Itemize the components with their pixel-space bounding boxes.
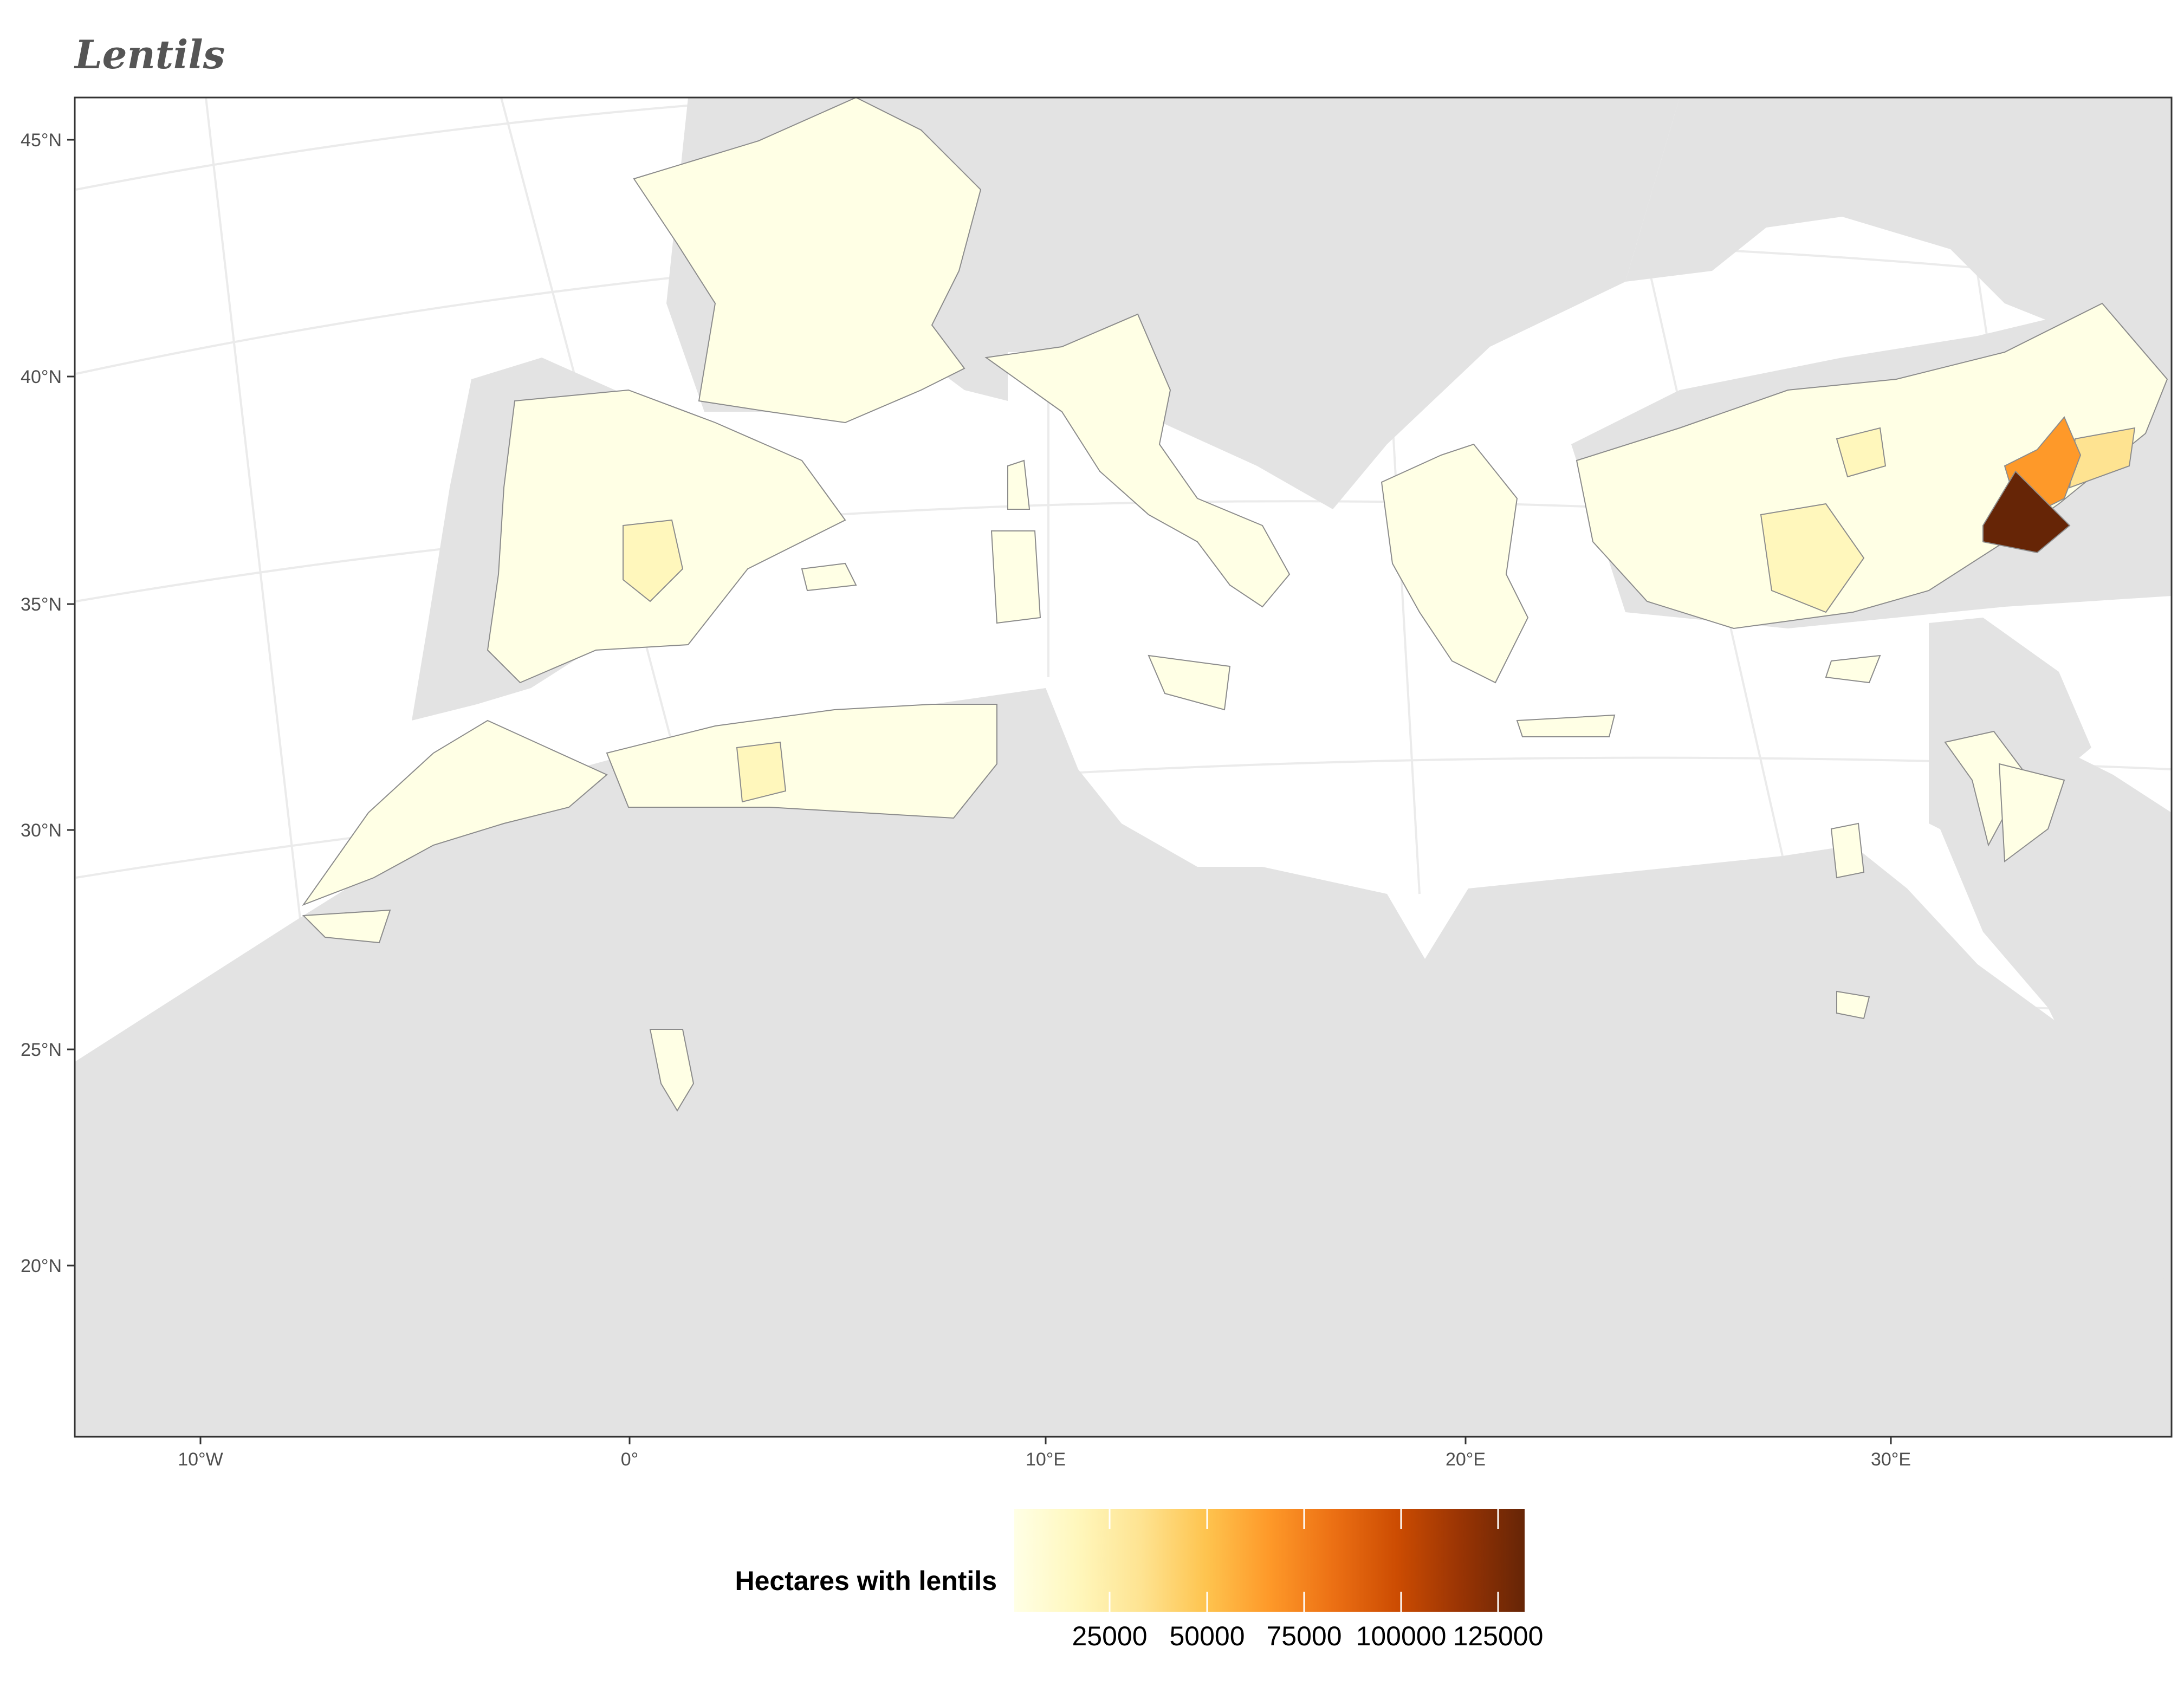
levant-land	[1929, 618, 2091, 845]
map-panel-border	[74, 96, 2173, 1438]
region-sardinia	[990, 530, 1041, 624]
x-tick-label: 30°E	[1871, 1449, 1911, 1470]
arabia-land	[1929, 737, 2172, 1300]
legend-tick-label: 25000	[1072, 1621, 1147, 1651]
region-corsica	[1007, 459, 1031, 510]
region-balkans-greece	[1381, 443, 1529, 684]
region-sicily	[1148, 654, 1231, 711]
y-axis: 45°N 40°N 35°N 30°N 25°N 20°N	[21, 130, 75, 1276]
legend: Hectares with lentils 25000 50000 75000 …	[735, 1509, 1544, 1651]
region-polygons-high	[623, 416, 2136, 803]
region-algeria-highlight	[736, 741, 787, 803]
x-tick-label: 10°E	[1026, 1449, 1066, 1470]
x-tick-label: 0°	[621, 1449, 639, 1470]
map-title: Lentils	[75, 31, 225, 77]
legend-title: Hectares with lentils	[735, 1566, 997, 1596]
legend-tick-label: 75000	[1266, 1621, 1341, 1651]
y-tick-label: 25°N	[21, 1040, 62, 1060]
north-africa-land	[75, 688, 2172, 1437]
region-central-anatolia-highlight	[1760, 503, 1865, 613]
x-tick-label: 20°E	[1446, 1449, 1486, 1470]
region-morocco	[302, 719, 608, 906]
y-tick-label: 40°N	[21, 367, 62, 387]
region-anatolia-east-highlight	[1836, 427, 1887, 478]
region-central-spain-highlight	[623, 519, 684, 602]
x-tick-label: 10°W	[178, 1449, 223, 1470]
legend-tick-label: 125000	[1453, 1621, 1544, 1651]
region-egypt-sinai	[1830, 822, 1865, 879]
region-libya-south	[649, 1029, 695, 1112]
y-tick-label: 35°N	[21, 594, 62, 615]
y-tick-label: 45°N	[21, 130, 62, 151]
legend-tick-label: 100000	[1356, 1621, 1447, 1651]
legend-tick-marks	[1109, 1509, 1499, 1612]
region-canary-islands	[302, 909, 391, 944]
black-sea-north-land	[1625, 98, 2172, 330]
legend-tick-label: 50000	[1169, 1621, 1245, 1651]
region-cyrenaica	[1836, 990, 1870, 1020]
region-crete	[1516, 714, 1616, 737]
region-jordan	[1998, 763, 2065, 862]
region-balearic	[801, 562, 857, 592]
legend-colorbar	[1014, 1509, 1525, 1612]
x-axis: 10°W 0° 10°E 20°E 30°E	[178, 1437, 1911, 1470]
y-tick-label: 30°N	[21, 820, 62, 841]
region-italy	[984, 313, 1291, 608]
region-france	[633, 98, 982, 424]
region-algeria-tunisia	[606, 704, 997, 819]
region-cyprus	[1825, 654, 1881, 684]
region-southeast-anatolia-1	[1982, 470, 2071, 554]
central-europe-land	[1008, 98, 1680, 509]
y-tick-label: 20°N	[21, 1256, 62, 1276]
